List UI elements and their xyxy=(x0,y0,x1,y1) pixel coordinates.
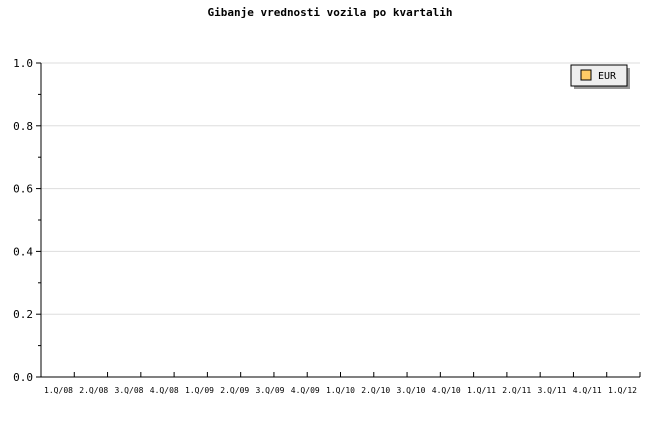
x-tick-label: 4.Q/10 xyxy=(432,386,461,395)
x-tick-label: 2.Q/11 xyxy=(502,386,531,395)
x-tick-label: 3.Q/09 xyxy=(256,386,285,395)
x-tick-label: 3.Q/08 xyxy=(115,386,144,395)
legend: EUR xyxy=(570,64,630,89)
x-tick-label: 4.Q/11 xyxy=(573,386,602,395)
x-tick-label: 4.Q/08 xyxy=(150,386,179,395)
x-tick-label: 2.Q/08 xyxy=(79,386,108,395)
x-tick-label: 4.Q/09 xyxy=(291,386,320,395)
x-tick-label: 3.Q/11 xyxy=(538,386,567,395)
x-tick-label: 2.Q/09 xyxy=(220,386,249,395)
x-tick-label: 1.Q/12 xyxy=(608,386,637,395)
legend-label-eur: EUR xyxy=(598,71,617,82)
chart-title: Gibanje vrednosti vozila po kvartalih xyxy=(207,6,452,19)
y-tick-label: 1.0 xyxy=(13,57,33,70)
x-tick-label: 1.Q/09 xyxy=(185,386,214,395)
x-tick-label: 3.Q/10 xyxy=(397,386,426,395)
x-tick-label: 1.Q/10 xyxy=(326,386,355,395)
x-tick-label: 2.Q/10 xyxy=(361,386,390,395)
legend-swatch-eur xyxy=(580,69,592,81)
y-tick-label: 0.8 xyxy=(13,120,33,133)
y-tick-label: 0.2 xyxy=(13,308,33,321)
x-tick-label: 1.Q/08 xyxy=(44,386,73,395)
y-tick-label: 0.6 xyxy=(13,183,33,196)
x-tick-label: 1.Q/11 xyxy=(467,386,496,395)
y-tick-label: 0.0 xyxy=(13,371,33,384)
y-tick-label: 0.4 xyxy=(13,245,33,258)
